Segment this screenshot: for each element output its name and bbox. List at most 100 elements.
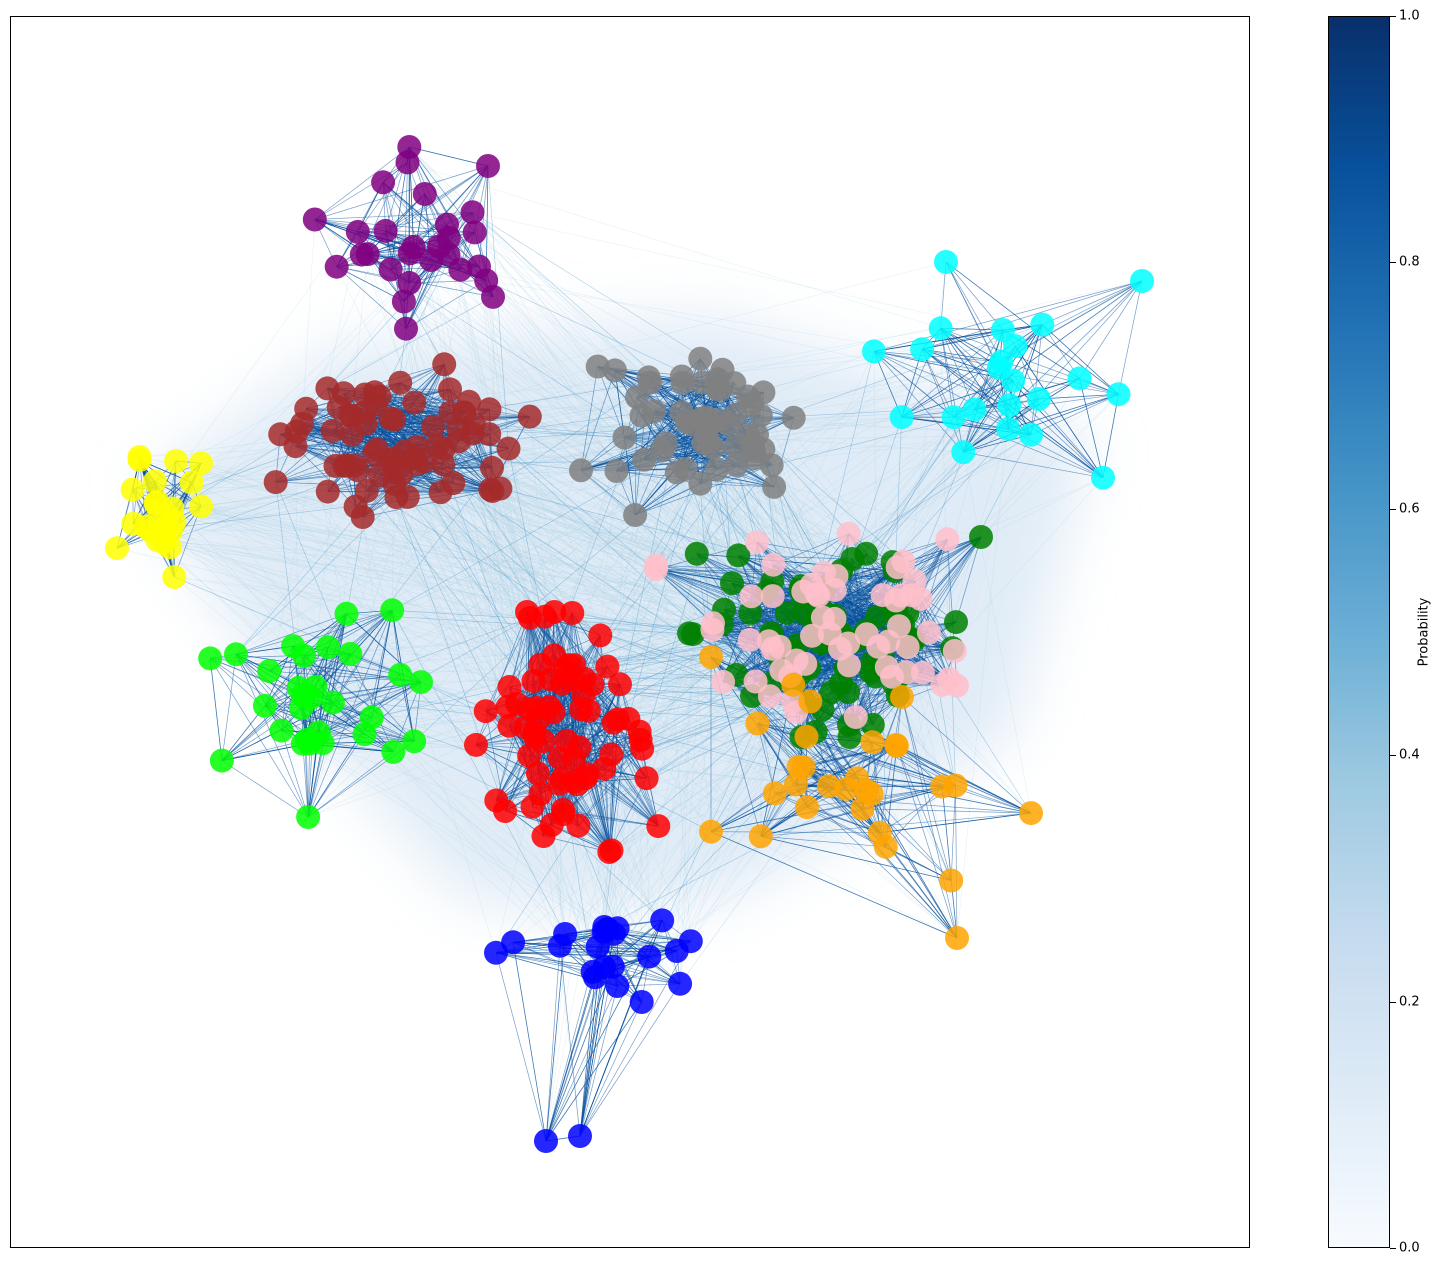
graph-edge — [628, 718, 1032, 814]
graph-edge — [450, 412, 893, 563]
graph-edge — [371, 610, 393, 718]
graph-edge — [580, 370, 616, 471]
graph-edge — [279, 434, 614, 967]
graph-edge — [963, 378, 1080, 453]
graph-edge — [362, 488, 501, 518]
graph-edge — [1118, 280, 1143, 395]
graph-edge — [133, 378, 1080, 525]
graph-edge — [895, 744, 952, 881]
graph-edge — [366, 490, 812, 586]
graph-edge — [404, 451, 508, 707]
graph-edge — [446, 224, 735, 384]
graph-edge — [774, 793, 880, 834]
graph-edge — [613, 676, 876, 934]
graph-edge — [275, 481, 555, 613]
graph-edge — [597, 366, 625, 438]
graph-edge — [921, 349, 964, 453]
graph-edge — [562, 748, 643, 815]
graph-edge — [367, 253, 840, 642]
graph-edge — [872, 742, 943, 787]
graph-edge — [545, 660, 781, 1142]
graph-edge — [676, 472, 712, 832]
graph-edge — [700, 483, 775, 488]
graph-edge — [608, 718, 629, 853]
graph-edge — [940, 328, 1104, 478]
graph-edge — [300, 707, 596, 978]
graph-edge — [885, 786, 943, 848]
graph-edge — [139, 459, 821, 629]
graph-edge — [871, 793, 958, 939]
graph-edge — [264, 681, 422, 707]
graph-edge — [594, 465, 737, 978]
graph-edge — [610, 754, 659, 827]
graph-edge — [385, 230, 475, 233]
graph-edge — [896, 745, 958, 939]
graph-edge — [921, 280, 1143, 350]
graph-edge — [873, 351, 1014, 381]
graph-edge — [922, 348, 1002, 363]
graph-edge — [862, 808, 1032, 814]
graph-edge — [901, 696, 952, 881]
graph-edge — [163, 541, 793, 702]
graph-edge — [169, 547, 725, 610]
graph-edge — [156, 501, 772, 684]
graph-edge — [264, 231, 359, 706]
graph-edge — [332, 681, 422, 703]
graph-edge — [599, 635, 612, 755]
graph-edge — [760, 835, 952, 881]
graph-edge — [336, 266, 410, 284]
graph-edge — [453, 482, 794, 686]
graph-edge — [738, 555, 853, 560]
graph-edge — [803, 766, 943, 787]
graph-edge — [963, 393, 1119, 453]
graph-edge — [200, 506, 563, 684]
graph-edge — [879, 696, 903, 833]
graph-edge — [752, 443, 797, 785]
graph-edge — [149, 361, 1002, 531]
graph-edge — [885, 846, 952, 881]
graph-edge — [154, 481, 761, 837]
graph-edge — [592, 424, 693, 972]
graph-edge — [116, 329, 1004, 549]
graph-edge — [156, 146, 410, 502]
graph-edge — [350, 653, 555, 656]
graph-edge — [332, 430, 863, 809]
graph-edge — [302, 743, 604, 933]
network-plot-area — [10, 16, 1250, 1248]
graph-edge — [963, 451, 1104, 479]
graph-edge — [486, 280, 1080, 379]
graph-edge — [155, 503, 893, 637]
graph-edge — [403, 301, 723, 625]
graph-edge — [373, 453, 561, 946]
graph-edge — [580, 424, 693, 471]
graph-edge — [604, 434, 758, 968]
graph-edge — [309, 743, 608, 930]
graph-edge — [133, 361, 1002, 525]
graph-edge — [396, 497, 550, 708]
graph-edge — [309, 424, 693, 744]
graph-edge — [472, 212, 1004, 331]
graph-edge — [235, 613, 347, 655]
graph-edge — [571, 486, 775, 681]
graph-edge — [167, 404, 1010, 516]
graph-edge — [955, 785, 1032, 814]
graph-edge — [617, 437, 625, 720]
graph-edge — [485, 370, 616, 712]
graph-edge — [407, 162, 941, 329]
graph-edge — [953, 280, 1143, 418]
graph-edge — [160, 529, 849, 535]
graph-edge — [161, 533, 804, 768]
graph-edge — [757, 723, 776, 794]
graph-edge — [401, 473, 714, 624]
graph-edge — [409, 146, 489, 167]
graph-edge — [578, 748, 643, 826]
graph-edge — [221, 760, 309, 818]
graph-edge — [549, 348, 923, 708]
graph-edge — [603, 731, 640, 932]
graph-edge — [921, 348, 1010, 406]
graph-edge — [604, 659, 792, 968]
graph-edge — [940, 328, 1010, 406]
graph-edge — [529, 416, 601, 636]
graph-edge — [679, 634, 694, 984]
graph-edge — [373, 453, 958, 939]
